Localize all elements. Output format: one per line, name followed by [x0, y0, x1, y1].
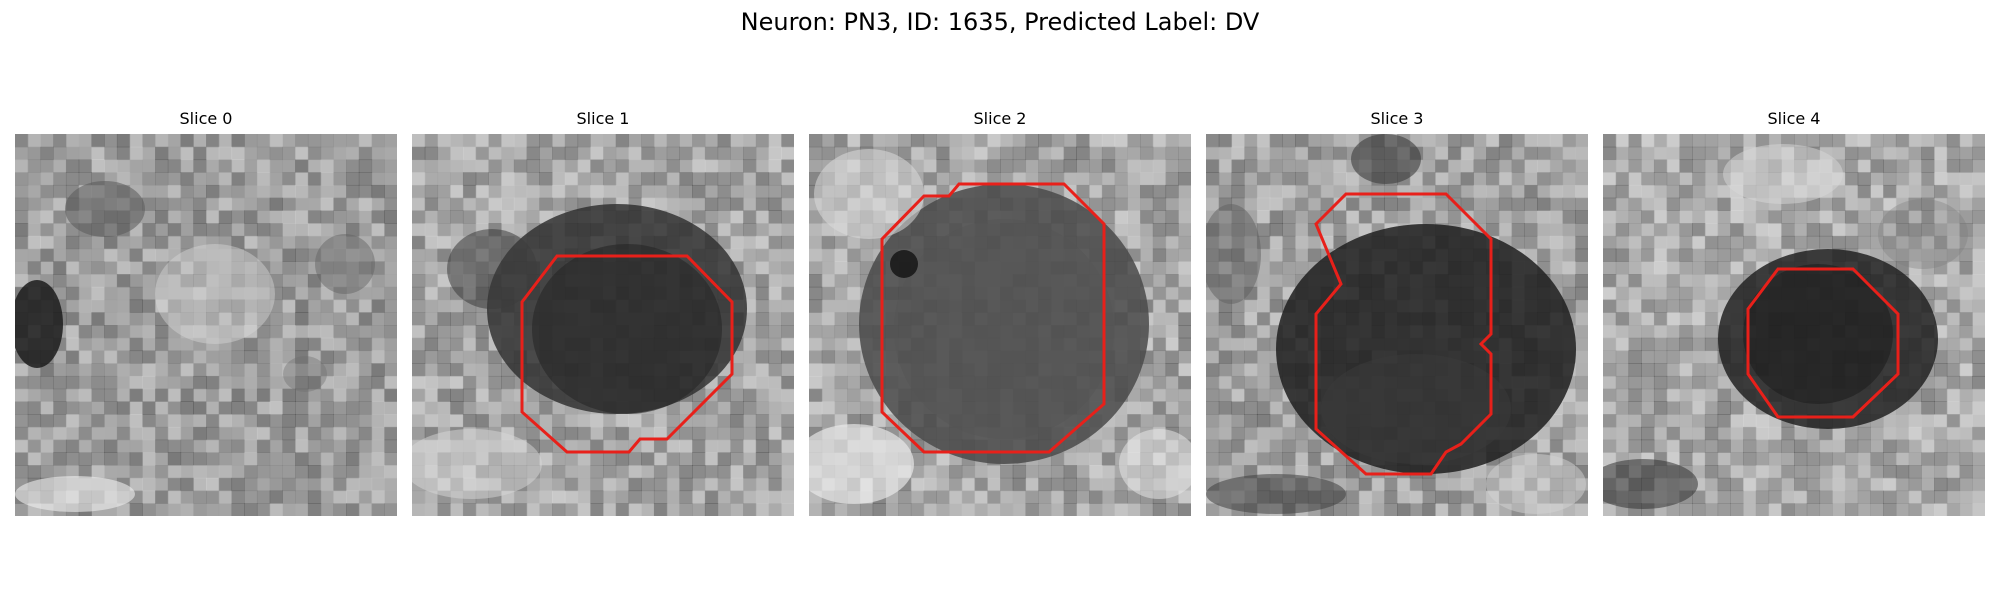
segmentation-contour	[880, 182, 1106, 454]
slice-image-2	[809, 134, 1191, 516]
slice-image-4	[1603, 134, 1985, 516]
slice-image-3	[1206, 134, 1588, 516]
slice-title-2: Slice 2	[973, 109, 1027, 128]
segmentation-contour	[1314, 192, 1493, 476]
figure-title: Neuron: PN3, ID: 1635, Predicted Label: …	[740, 8, 1260, 36]
slice-title-4: Slice 4	[1767, 109, 1821, 128]
noise-layer	[15, 134, 397, 516]
slice-title-0: Slice 0	[179, 109, 233, 128]
slice-title-1: Slice 1	[576, 109, 630, 128]
slice-image-0	[15, 134, 397, 516]
slice-title-3: Slice 3	[1370, 109, 1424, 128]
segmentation-contour	[1746, 267, 1900, 419]
segmentation-contour	[520, 254, 734, 454]
slice-image-1	[412, 134, 794, 516]
